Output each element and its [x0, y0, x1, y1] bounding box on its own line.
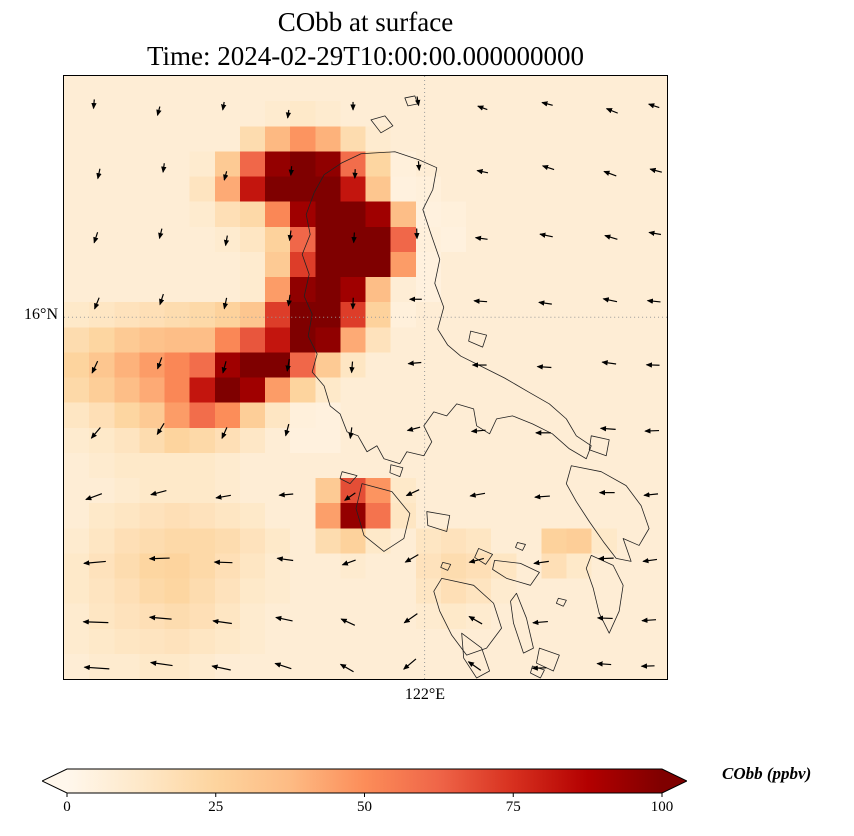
colorbar-tick-marks: [66, 793, 663, 797]
figure-title: CObb at surface: [277, 7, 454, 37]
lon-tick-label: 122°E: [404, 686, 446, 703]
colorbar-tick-75: 75: [505, 799, 521, 815]
map-axes: [63, 75, 668, 680]
colorbar-label: CObb (ppbv): [722, 764, 812, 783]
lat-tick-label: 16°N: [24, 306, 58, 323]
colorbar-tick-25: 25: [208, 799, 224, 815]
colorbar-tick-0: 0: [63, 799, 71, 815]
colorbar-tick-100: 100: [650, 799, 674, 815]
heatmap-canvas: [64, 76, 667, 679]
colorbar-shape: [40, 768, 689, 794]
figure-subtitle: Time: 2024-02-29T10:00:00.000000000: [146, 41, 584, 71]
colorbar: 0 25 50 75 100: [40, 768, 689, 820]
map-overlay: [64, 76, 667, 679]
colorbar-tick-50: 50: [357, 799, 372, 815]
colorbar-gradient: [40, 768, 689, 797]
